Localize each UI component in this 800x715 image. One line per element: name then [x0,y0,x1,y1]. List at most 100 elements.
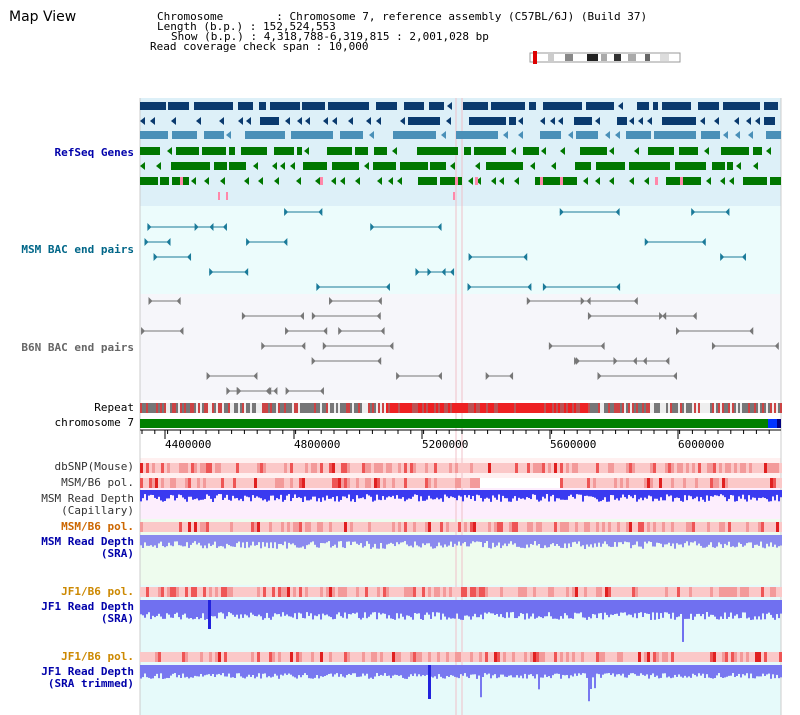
depth-bar [600,600,602,613]
depth-bar [466,490,468,498]
depth-bar [380,665,382,675]
depth-bar [220,490,222,495]
bac-end-glyph [633,297,638,305]
polymorphism-cell [500,587,503,597]
bac-end-glyph [542,283,547,291]
depth-bar [492,600,494,614]
polymorphism-cell [764,587,767,597]
depth-bar [574,665,576,674]
jf1-depth-trimmed-label[interactable]: JF1 Read Depth (SRA trimmed) [41,665,134,690]
depth-bar [662,600,664,618]
repeat-segment [250,403,252,413]
depth-bar [364,665,366,676]
depth-bar [526,490,528,498]
msm-b6-pol-label[interactable]: MSM/B6 pol. [61,476,134,489]
gene-arrow [748,131,753,139]
polymorphism-cell [365,587,368,597]
polymorphism-cell [719,652,722,662]
polymorphism-cell [149,522,152,532]
depth-bar [572,535,574,543]
bac-end-glyph [141,327,146,335]
depth-bar [522,600,524,614]
polymorphism-cell [515,587,518,597]
depth-bar [294,535,296,546]
repeat-segment [666,403,668,413]
depth-bar [152,490,154,495]
depth-bar [552,665,554,676]
bac-end-glyph [253,372,258,380]
ruler-tick-label: 4800000 [294,438,341,451]
depth-bar [594,490,596,498]
polymorphism-cell [470,522,473,532]
jf1-depth-sra-label[interactable]: JF1 Read Depth (SRA) [41,600,134,625]
msm-b6-pol-2-label[interactable]: MSM/B6 pol. [61,520,134,533]
gene-feature [332,162,359,170]
depth-bar [212,665,214,674]
polymorphism-cell [434,652,437,662]
polymorphism-cell [638,652,641,662]
b6n-bac-label[interactable]: B6N BAC end pairs [21,341,134,354]
depth-bar [616,535,618,547]
depth-bar [546,490,548,495]
depth-bar [550,665,552,679]
depth-bar [570,490,572,495]
repeat-segment [436,403,438,413]
depth-bar [202,535,204,549]
gene-arrow [366,117,371,125]
polymorphism-cell [230,652,233,662]
depth-bar [374,490,376,501]
depth-bar [278,665,280,679]
polymorphism-cell [779,463,782,473]
depth-bar [662,665,664,674]
repeat-segment [376,403,378,413]
depth-bar [186,600,188,618]
depth-bar [554,535,556,546]
depth-bar [376,490,378,495]
depth-bar [150,600,152,620]
repeat-segment [628,403,630,413]
repeat-segment [414,403,416,413]
polymorphism-cell [482,652,485,662]
depth-bar [522,535,524,548]
depth-bar [176,600,178,613]
depth-bar [510,535,512,542]
polymorphism-cell [437,463,440,473]
msm-depth-capillary-label[interactable]: MSM Read Depth (Capillary) [41,492,134,517]
polymorphism-cell [746,463,749,473]
depth-bar [224,535,226,549]
depth-bar [284,535,286,542]
polymorphism-cell [215,478,218,488]
depth-bar [342,490,344,497]
depth-bar [448,490,450,499]
depth-bar [442,600,444,614]
depth-bar [692,490,694,500]
msm-bac-label[interactable]: MSM BAC end pairs [21,243,134,256]
polymorphism-cell [698,652,701,662]
depth-bar [622,490,624,495]
gene-feature [662,117,696,125]
repeat-segment [332,403,334,413]
dbsnp-label[interactable]: dbSNP(Mouse) [54,460,134,473]
depth-bar [768,665,770,674]
depth-bar [330,600,332,618]
jf1-b6-pol-label[interactable]: JF1/B6 pol. [61,585,134,598]
polymorphism-cell [773,652,776,662]
gene-marker [455,177,458,185]
depth-bar [636,535,638,542]
depth-bar [412,600,414,620]
depth-bar [240,490,242,499]
refseq-genes-label[interactable]: RefSeq Genes [54,146,134,159]
jf1-b6-pol-2-label[interactable]: JF1/B6 pol. [61,650,134,663]
depth-bar [196,535,198,545]
depth-bar [560,535,562,548]
polymorphism-cell [689,652,692,662]
depth-bar [230,490,232,501]
polymorphism-cell [758,478,761,488]
depth-bar [268,535,270,549]
polymorphism-cell [689,463,692,473]
msm-depth-sra-label[interactable]: MSM Read Depth (SRA) [41,535,134,560]
polymorphism-cell [353,463,356,473]
polymorphism-cell [275,478,278,488]
bac-end-glyph [385,283,390,291]
